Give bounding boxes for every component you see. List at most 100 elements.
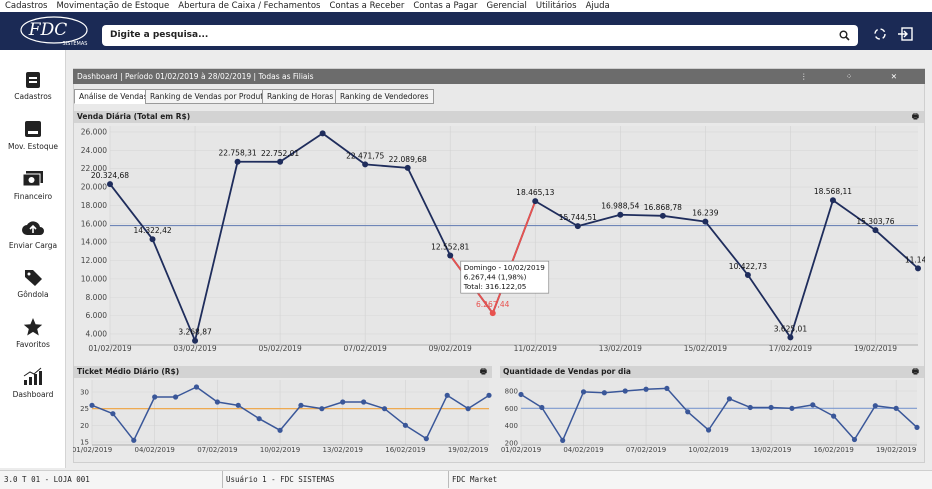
- data-label: 10.422,73: [729, 262, 767, 271]
- data-label: 22.752,01: [261, 149, 299, 158]
- line: [520, 387, 918, 442]
- x-tick-label: 04/02/2019: [135, 446, 175, 454]
- point: [234, 158, 241, 165]
- menu-item[interactable]: Utilitários: [535, 1, 577, 11]
- data-label: 22.089,68: [389, 155, 427, 164]
- y-tick-label: 24.000: [81, 146, 107, 155]
- x-tick-label: 13/02/2019: [751, 446, 791, 454]
- chart-header: Ticket Médio Diário (R$) 🖶: [74, 366, 492, 378]
- header-icons[interactable]: [872, 26, 922, 42]
- chart-title: Venda Diária (Total em R$): [77, 112, 191, 121]
- x-tick-label: 07/02/2019: [626, 446, 666, 454]
- x-tick-label: 13/02/2019: [599, 344, 642, 353]
- x-tick-label: 01/02/2019: [88, 344, 131, 353]
- data-label: 12.552,81: [431, 242, 469, 251]
- data-label: 15.744,51: [559, 213, 597, 222]
- side-item[interactable]: Gôndola: [0, 266, 66, 299]
- side-label: Mov. Estoque: [8, 142, 58, 151]
- point: [193, 384, 200, 390]
- print-icon[interactable]: 🖶: [911, 367, 919, 376]
- menu-item[interactable]: Contas a Receber: [329, 1, 405, 11]
- point: [914, 424, 920, 431]
- data-label: 3.268,87: [178, 328, 212, 337]
- y-tick-label: 30: [80, 389, 89, 397]
- y-tick-label: 20.000: [81, 183, 107, 192]
- point: [893, 405, 899, 411]
- tab[interactable]: Ranking de Vendas por Produto: [145, 89, 273, 104]
- status-item: FDC Market: [448, 471, 497, 488]
- panel-title-text: Dashboard | Período 01/02/2019 à 28/02/2…: [77, 72, 314, 81]
- point: [277, 158, 284, 165]
- point: [574, 223, 581, 230]
- data-label: 11.145: [905, 255, 925, 264]
- y-tick-label: 12.000: [81, 256, 107, 265]
- point: [659, 212, 666, 219]
- point: [131, 437, 137, 443]
- data-label: 18.568,11: [814, 187, 852, 196]
- point: [872, 403, 878, 409]
- menu-item[interactable]: Cadastros: [5, 1, 48, 11]
- y-tick-label: 8.000: [86, 293, 108, 302]
- point: [643, 386, 649, 392]
- chart-header: Venda Diária (Total em R$) 🖶: [74, 111, 924, 123]
- y-tick-label: 400: [505, 422, 518, 430]
- y-tick-label: 20: [80, 422, 89, 430]
- point: [214, 399, 220, 405]
- menu-item[interactable]: Gerencial: [486, 1, 527, 11]
- search-icon[interactable]: [839, 30, 850, 41]
- panel-controls[interactable]: ⋮ ⁘ ✕: [800, 72, 915, 81]
- side-item[interactable]: Favoritos: [0, 316, 66, 349]
- y-tick-label: 25: [80, 405, 89, 413]
- x-tick-label: 01/02/2019: [73, 446, 112, 454]
- x-tick-label: 01/02/2019: [501, 446, 541, 454]
- point: [298, 402, 304, 408]
- menu-item[interactable]: Ajuda: [585, 1, 610, 11]
- tooltip-text: Total: 316.122,05: [463, 282, 527, 291]
- menu-item[interactable]: Contas a Pagar: [413, 1, 478, 11]
- point: [747, 404, 753, 411]
- x-tick-label: 17/02/2019: [769, 344, 812, 353]
- panel-title: Dashboard | Período 01/02/2019 à 28/02/2…: [73, 69, 925, 84]
- point: [404, 164, 411, 171]
- point: [831, 413, 837, 419]
- point: [381, 406, 388, 412]
- tab[interactable]: Análise de Vendas: [74, 89, 153, 104]
- point: [851, 436, 858, 443]
- side-item[interactable]: Cadastros: [0, 68, 66, 101]
- data-label: 14.322,42: [133, 226, 171, 235]
- chart-title: Ticket Médio Diário (R$): [77, 367, 180, 376]
- point: [319, 406, 325, 412]
- point: [789, 405, 795, 411]
- chart: 200 400 600 800 01/02/2019 04/02/2019 07/02/20…: [501, 380, 920, 454]
- point: [829, 197, 836, 204]
- x-tick-label: 05/02/2019: [258, 344, 301, 353]
- x-tick-label: 16/02/2019: [813, 446, 853, 454]
- menu-item[interactable]: Abertura de Caixa / Fechamentos: [178, 1, 321, 11]
- side-label: Enviar Carga: [8, 241, 58, 250]
- x-tick-label: 19/02/2019: [876, 446, 916, 454]
- side-item[interactable]: Enviar Carga: [0, 217, 66, 250]
- point: [465, 406, 471, 412]
- point: [444, 392, 450, 398]
- point: [872, 227, 879, 234]
- logo-text: FDC: [28, 20, 67, 40]
- data-label: 22.471,75: [346, 151, 384, 160]
- search-box[interactable]: Digite a pesquisa...: [102, 25, 858, 46]
- side-label: Dashboard: [12, 390, 54, 399]
- tab[interactable]: Ranking de Horas: [262, 89, 339, 104]
- print-icon[interactable]: 🖶: [911, 112, 919, 121]
- data-label: 16.868,78: [644, 203, 682, 212]
- status-item: 3.0 T 01 - LOJA 001: [4, 475, 90, 484]
- point: [277, 427, 283, 433]
- x-tick-label: 19/02/2019: [854, 344, 897, 353]
- print-icon[interactable]: 🖶: [479, 367, 487, 376]
- side-item[interactable]: Financeiro: [0, 168, 66, 201]
- point: [192, 337, 199, 344]
- point: [362, 161, 369, 168]
- x-tick-label: 10/02/2019: [688, 446, 728, 454]
- tab[interactable]: Ranking de Vendedores: [335, 89, 434, 104]
- menu-item[interactable]: Movimentação de Estoque: [56, 1, 170, 11]
- side-item[interactable]: Dashboard: [0, 366, 66, 399]
- side-item[interactable]: Mov. Estoque: [0, 118, 66, 151]
- point: [235, 402, 241, 408]
